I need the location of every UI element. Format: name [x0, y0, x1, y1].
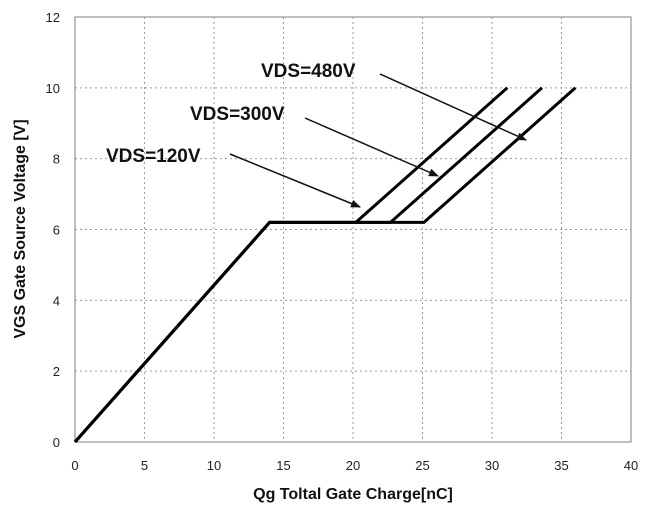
annotations: VDS=480V VDS=300V VDS=120V: [106, 61, 527, 208]
y-tick-label: 4: [53, 293, 60, 308]
series-line-vds-480v: [73, 86, 577, 443]
annotation-arrow: [304, 117, 439, 177]
y-axis-label: VGS Gate Source Voltage [V]: [12, 119, 29, 338]
y-tick-label: 10: [46, 81, 60, 96]
y-tick-label: 12: [46, 10, 60, 25]
x-tick-label: 10: [207, 458, 221, 473]
x-axis-label: Qg Toltal Gate Charge[nC]: [253, 486, 453, 503]
x-tick-label: 25: [415, 458, 429, 473]
x-tick-label: 5: [141, 458, 148, 473]
x-tick-label: 35: [554, 458, 568, 473]
x-tick-label: 0: [71, 458, 78, 473]
x-tick-label: 40: [624, 458, 638, 473]
annotation-label: VDS=300V: [190, 104, 285, 125]
y-tick-label: 2: [53, 364, 60, 379]
series-lines: [73, 86, 577, 443]
y-tick-label: 6: [53, 223, 60, 238]
x-tick-label: 30: [485, 458, 499, 473]
x-tick-labels: 0 5 10 15 20 25 30 35 40: [71, 458, 638, 473]
y-tick-label: 8: [53, 152, 60, 167]
annotation-label: VDS=120V: [106, 146, 201, 167]
x-tick-label: 20: [346, 458, 360, 473]
annotation-label: VDS=480V: [261, 61, 356, 82]
x-tick-label: 15: [276, 458, 290, 473]
grid: [75, 17, 631, 442]
y-tick-label: 0: [53, 435, 60, 450]
annotation-arrow: [379, 73, 527, 141]
annotation-arrow: [229, 153, 361, 208]
y-tick-labels: 0 2 4 6 8 10 12: [46, 10, 60, 450]
